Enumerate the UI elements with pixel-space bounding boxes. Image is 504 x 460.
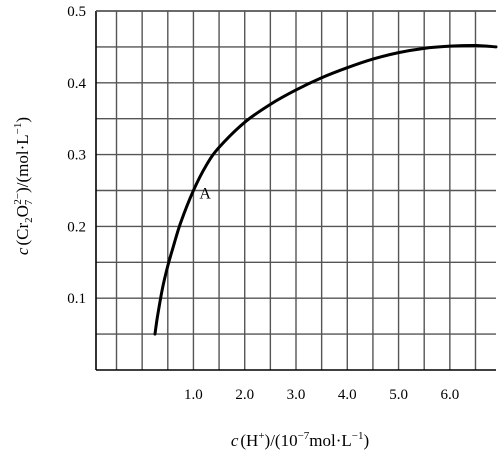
x-tick-label: 4.0 xyxy=(338,387,357,403)
annotation-point-a: A xyxy=(199,186,211,203)
x-tick-label: 3.0 xyxy=(287,387,306,403)
x-tick-label: 2.0 xyxy=(235,387,254,403)
y-tick-label: 0.4 xyxy=(67,76,86,92)
series-line xyxy=(153,43,498,336)
x-tick-labels: 1.0 2.0 3.0 4.0 5.0 6.0 xyxy=(184,387,459,403)
grid xyxy=(96,10,496,370)
x-tick-label: 5.0 xyxy=(389,387,408,403)
y-axis-label: c(Cr2O72−)/(mol·L−1) xyxy=(12,117,35,255)
y-tick-label: 0.2 xyxy=(67,219,86,235)
axes xyxy=(95,10,496,371)
y-tick-label: 0.3 xyxy=(67,148,86,164)
x-tick-label: 6.0 xyxy=(440,387,459,403)
y-tick-label: 0.5 xyxy=(67,4,86,20)
y-tick-labels: 0.1 0.2 0.3 0.4 0.5 xyxy=(67,4,86,307)
x-tick-label: 1.0 xyxy=(184,387,203,403)
y-tick-label: 0.1 xyxy=(67,291,86,307)
x-axis-label: c (H+)/(10−7mol·L−1) xyxy=(231,430,369,450)
